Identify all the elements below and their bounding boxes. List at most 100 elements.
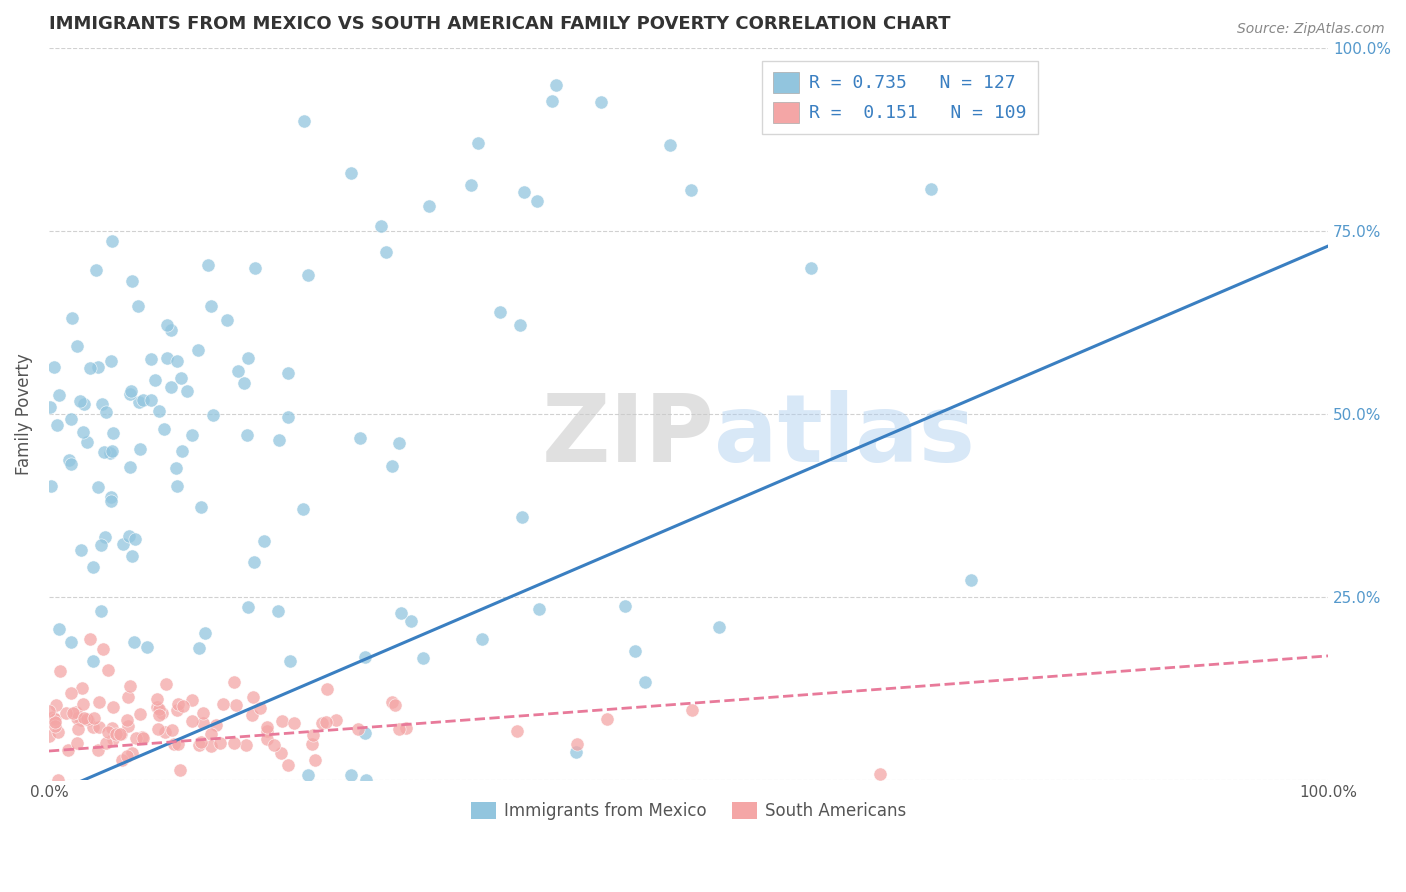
Point: [60, 634, 83, 648]
Point: [49, 664, 72, 678]
Point: [277, 409, 299, 424]
Point: [205, 718, 228, 732]
Point: [200, 739, 222, 754]
Point: [39, 479, 62, 493]
Point: [117, 713, 139, 727]
Point: [70, 681, 93, 696]
Point: [217, 313, 239, 327]
Point: [117, 690, 139, 704]
Point: [127, 299, 149, 313]
Point: [48, 773, 70, 788]
Point: [460, 178, 482, 192]
Point: [108, 726, 131, 740]
Point: [292, 501, 315, 516]
Point: [121, 747, 143, 761]
Point: [44, 719, 66, 733]
Point: [60, 311, 83, 326]
Point: [55, 706, 77, 720]
Point: [278, 654, 301, 668]
Point: [82, 559, 104, 574]
Point: [243, 260, 266, 275]
Y-axis label: Family Poverty: Family Poverty: [15, 353, 32, 475]
Point: [128, 394, 150, 409]
Point: [87, 743, 110, 757]
Point: [208, 736, 231, 750]
Point: [191, 716, 214, 731]
Point: [176, 384, 198, 399]
Point: [83, 711, 105, 725]
Point: [256, 731, 278, 746]
Point: [59, 457, 82, 471]
Point: [235, 738, 257, 752]
Point: [197, 258, 219, 272]
Point: [489, 305, 512, 319]
Point: [238, 351, 260, 365]
Point: [297, 268, 319, 282]
Point: [38, 704, 60, 718]
Point: [267, 604, 290, 618]
Point: [56, 743, 79, 757]
Point: [709, 620, 731, 634]
Point: [172, 444, 194, 458]
Point: [101, 444, 124, 458]
Point: [66, 736, 89, 750]
Point: [297, 768, 319, 782]
Point: [69, 394, 91, 409]
Point: [540, 94, 562, 108]
Text: atlas: atlas: [714, 391, 976, 483]
Point: [160, 380, 183, 394]
Point: [139, 393, 162, 408]
Point: [93, 445, 115, 459]
Point: [591, 95, 613, 109]
Point: [256, 723, 278, 738]
Point: [38, 400, 60, 414]
Point: [340, 768, 363, 782]
Point: [38, 729, 60, 743]
Point: [418, 199, 440, 213]
Point: [124, 731, 146, 745]
Point: [232, 376, 254, 390]
Point: [128, 442, 150, 456]
Point: [401, 614, 423, 628]
Point: [389, 606, 412, 620]
Point: [509, 318, 531, 332]
Text: Source: ZipAtlas.com: Source: ZipAtlas.com: [1237, 22, 1385, 37]
Point: [202, 409, 225, 423]
Point: [869, 767, 891, 781]
Point: [90, 604, 112, 618]
Point: [349, 431, 371, 445]
Point: [59, 686, 82, 700]
Point: [160, 723, 183, 737]
Point: [292, 113, 315, 128]
Point: [46, 724, 69, 739]
Point: [90, 538, 112, 552]
Point: [271, 714, 294, 728]
Point: [529, 602, 551, 616]
Point: [76, 713, 98, 727]
Point: [302, 728, 325, 742]
Point: [94, 405, 117, 419]
Point: [160, 323, 183, 337]
Point: [226, 364, 249, 378]
Point: [187, 343, 209, 357]
Point: [148, 708, 170, 723]
Point: [374, 244, 396, 259]
Text: IMMIGRANTS FROM MEXICO VS SOUTH AMERICAN FAMILY POVERTY CORRELATION CHART: IMMIGRANTS FROM MEXICO VS SOUTH AMERICAN…: [49, 15, 950, 33]
Point: [79, 361, 101, 376]
Point: [70, 542, 93, 557]
Point: [112, 537, 135, 551]
Point: [59, 412, 82, 426]
Point: [146, 722, 169, 736]
Point: [194, 625, 217, 640]
Point: [249, 700, 271, 714]
Point: [101, 426, 124, 441]
Point: [91, 397, 114, 411]
Point: [920, 182, 942, 196]
Point: [42, 710, 65, 724]
Point: [146, 700, 169, 714]
Point: [190, 734, 212, 748]
Point: [120, 679, 142, 693]
Point: [311, 715, 333, 730]
Point: [388, 436, 411, 450]
Point: [167, 697, 190, 711]
